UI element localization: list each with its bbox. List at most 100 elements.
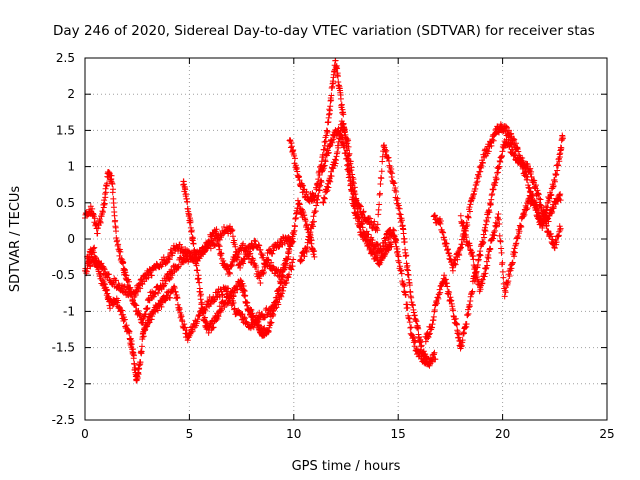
data-point <box>100 263 107 270</box>
data-point <box>117 248 124 255</box>
data-point <box>100 204 107 211</box>
data-point <box>401 283 408 290</box>
y-tick-label: -1.5 <box>52 341 75 355</box>
data-point <box>531 198 538 205</box>
data-point <box>502 289 509 296</box>
data-point <box>454 256 461 263</box>
data-point <box>334 148 341 155</box>
data-point <box>239 311 246 318</box>
data-point <box>450 307 457 314</box>
data-point <box>449 267 456 274</box>
y-tick-label: 1.5 <box>56 123 75 137</box>
data-point <box>471 263 478 270</box>
data-point <box>266 262 273 269</box>
data-point <box>278 279 285 286</box>
data-point <box>519 159 526 166</box>
data-point <box>289 263 296 270</box>
data-point <box>408 324 415 331</box>
data-point <box>210 324 217 331</box>
data-point <box>548 191 555 198</box>
data-point <box>229 233 236 240</box>
data-point <box>464 222 471 229</box>
data-point <box>237 264 244 271</box>
data-point <box>134 288 141 295</box>
data-point <box>482 227 489 234</box>
data-point <box>241 315 248 322</box>
data-point <box>382 239 389 246</box>
y-tick-label: 1 <box>67 160 75 174</box>
data-point <box>113 277 120 284</box>
x-tick-label: 25 <box>599 427 614 441</box>
data-point <box>515 233 522 240</box>
data-point <box>221 223 228 230</box>
data-point <box>337 95 344 102</box>
data-point <box>395 253 402 260</box>
data-point <box>378 168 385 175</box>
data-point <box>477 252 484 259</box>
data-point <box>250 257 257 264</box>
data-point <box>315 192 322 199</box>
chart-title: Day 246 of 2020, Sidereal Day-to-day VTE… <box>53 23 595 39</box>
data-point <box>471 277 478 284</box>
data-point <box>557 225 564 232</box>
data-point <box>272 301 279 308</box>
data-point <box>312 208 319 215</box>
data-point <box>477 168 484 175</box>
data-point <box>207 301 214 308</box>
data-point <box>196 279 203 286</box>
data-point <box>469 288 476 295</box>
data-point <box>357 203 364 210</box>
data-point <box>410 333 417 340</box>
data-point <box>496 220 503 227</box>
y-tick-label: -2.5 <box>52 413 75 427</box>
data-point <box>138 343 145 350</box>
data-point <box>91 215 98 222</box>
data-point <box>432 356 439 363</box>
data-point <box>328 92 335 99</box>
data-point <box>167 274 174 281</box>
data-point <box>299 182 306 189</box>
data-point <box>114 237 121 244</box>
data-point <box>320 199 327 206</box>
data-point <box>441 272 448 279</box>
data-point <box>513 140 520 147</box>
data-point <box>251 237 258 244</box>
data-point <box>280 287 287 294</box>
data-point <box>369 237 376 244</box>
data-point <box>178 244 185 251</box>
data-point <box>150 293 157 300</box>
data-point <box>401 238 408 245</box>
data-point <box>490 137 497 144</box>
data-point <box>115 281 122 288</box>
data-point <box>160 283 167 290</box>
data-point <box>324 187 331 194</box>
data-point <box>216 243 223 250</box>
data-point <box>404 262 411 269</box>
data-point <box>226 223 233 230</box>
data-point <box>268 259 275 266</box>
data-point <box>474 178 481 185</box>
data-point <box>499 268 506 275</box>
data-point <box>212 242 219 249</box>
data-point <box>397 211 404 218</box>
data-point <box>99 209 106 216</box>
data-point <box>201 314 208 321</box>
data-point <box>91 244 98 251</box>
data-point <box>485 255 492 262</box>
data-point <box>311 248 318 255</box>
data-point <box>291 223 298 230</box>
data-point <box>493 175 500 182</box>
data-point <box>231 305 238 312</box>
data-point <box>289 239 296 246</box>
data-point <box>244 299 251 306</box>
data-point <box>496 163 503 170</box>
data-point <box>498 249 505 256</box>
data-point <box>340 111 347 118</box>
data-point <box>191 247 198 254</box>
data-point <box>89 205 96 212</box>
data-point <box>396 205 403 212</box>
data-point <box>329 139 336 146</box>
data-point <box>499 259 506 266</box>
data-point <box>291 152 298 159</box>
data-point <box>294 205 301 212</box>
